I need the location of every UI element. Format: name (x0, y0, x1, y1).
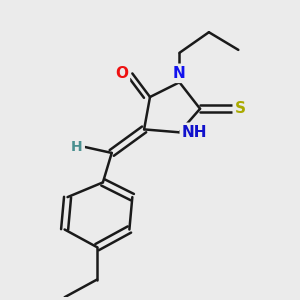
Text: H: H (71, 140, 83, 154)
Text: N: N (173, 66, 186, 81)
Text: O: O (115, 66, 128, 81)
Text: S: S (235, 101, 246, 116)
Text: NH: NH (182, 125, 207, 140)
